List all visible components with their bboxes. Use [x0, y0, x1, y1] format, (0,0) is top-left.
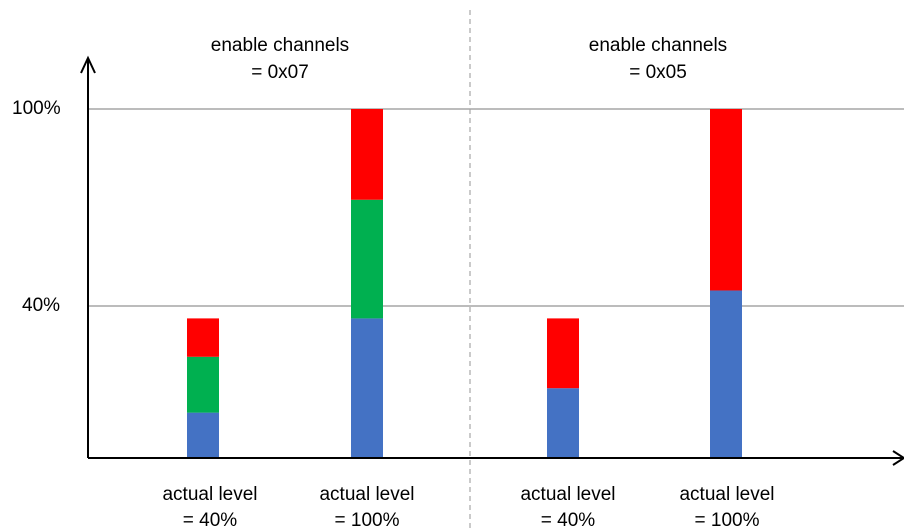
bar-segment-green: [187, 356, 219, 413]
bar-segment-blue: [710, 290, 742, 458]
x-label-line1: actual level: [319, 484, 414, 505]
group-title-line2: = 0x05: [629, 62, 687, 83]
bar-segment-red: [351, 109, 383, 200]
x-label-line1: actual level: [162, 484, 257, 505]
y-tick-label-40: 40%: [22, 295, 60, 316]
bar-segment-red: [547, 318, 579, 389]
bar-segment-green: [351, 199, 383, 319]
bar-segment-red: [187, 318, 219, 357]
bar-segment-blue: [187, 412, 219, 458]
bar-segment-blue: [351, 318, 383, 458]
x-axis-arrowhead: [892, 450, 904, 466]
x-label-line2: = 40%: [183, 510, 238, 529]
x-label-line2: = 100%: [695, 510, 760, 529]
y-tick-label-100: 100%: [12, 98, 61, 119]
x-label-line1: actual level: [520, 484, 615, 505]
group-title-line1: enable channels: [589, 35, 727, 56]
bar-segment-blue: [547, 388, 579, 458]
bar-segment-red: [710, 109, 742, 291]
x-label-line2: = 40%: [541, 510, 596, 529]
x-label-line1: actual level: [679, 484, 774, 505]
x-label-line2: = 100%: [335, 510, 400, 529]
group-title-line1: enable channels: [211, 35, 349, 56]
bars-layer: [187, 109, 742, 458]
y-axis-arrowhead: [80, 55, 96, 74]
group-title-line2: = 0x07: [251, 62, 309, 83]
